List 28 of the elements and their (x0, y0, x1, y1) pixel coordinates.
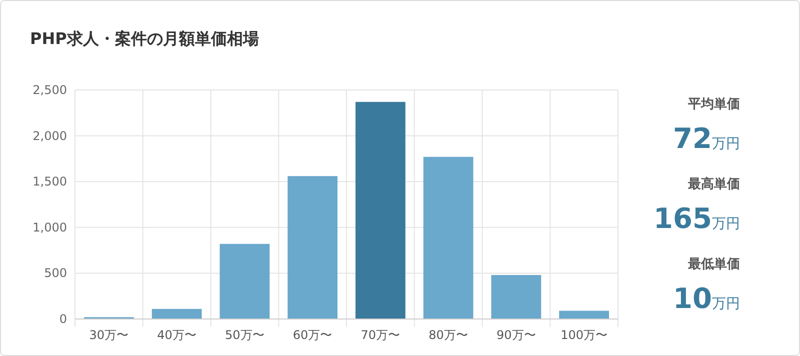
y-tick-label: 1,500 (32, 174, 67, 189)
x-tick-label: 100万〜 (560, 328, 608, 342)
text: 10万円 (673, 282, 740, 315)
y-tick-label: 2,500 (32, 83, 67, 97)
x-tick-label: 70万〜 (360, 328, 400, 342)
bar (288, 176, 338, 319)
text: 165万円 (654, 202, 740, 235)
text: 最低単価 (687, 257, 740, 272)
chart-title: PHP求人・案件の月額単価相場 (30, 29, 259, 48)
x-tick-label: 90万〜 (496, 328, 536, 342)
x-tick-label: 60万〜 (292, 328, 332, 342)
y-tick-label: 1,000 (32, 220, 67, 234)
x-tick-label: 30万〜 (89, 328, 129, 342)
y-tick-label: 0 (59, 312, 67, 326)
bar (559, 310, 609, 319)
bar (491, 275, 542, 319)
x-tick-label: 40万〜 (157, 328, 196, 342)
text: 72万円 (673, 122, 740, 155)
x-tick-label: 80万〜 (428, 328, 468, 342)
bar (220, 244, 270, 319)
bar (152, 308, 202, 319)
text: 最高単価 (687, 176, 740, 192)
bar (356, 102, 406, 319)
x-tick-label: 50万〜 (225, 328, 264, 342)
y-tick-label: 2,000 (32, 128, 67, 143)
bar (423, 156, 474, 319)
y-tick-label: 500 (44, 266, 67, 280)
text: 平均単価 (687, 97, 740, 112)
